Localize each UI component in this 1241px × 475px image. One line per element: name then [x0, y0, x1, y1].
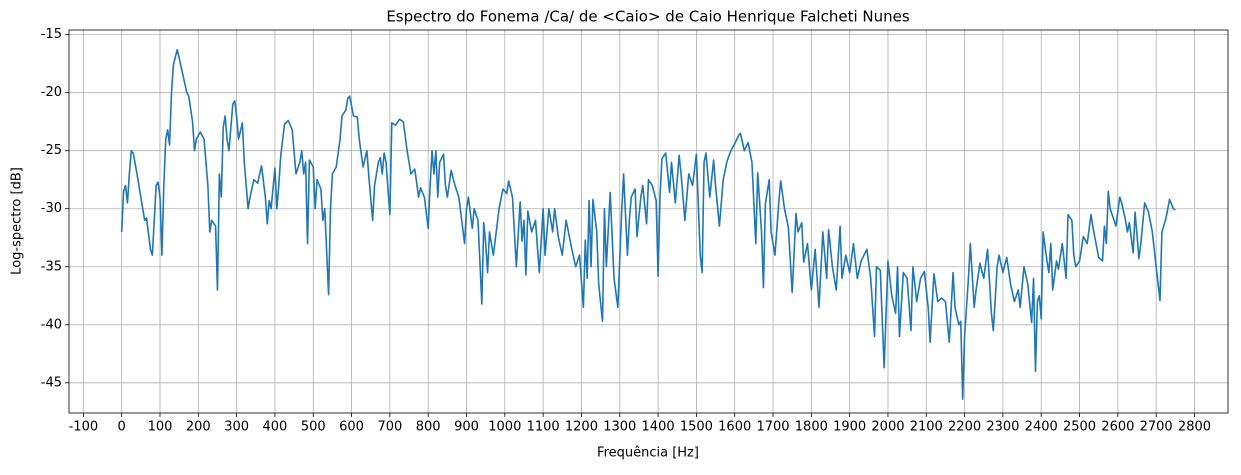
x-tick-label: 500	[301, 420, 326, 435]
x-tick-label: 700	[377, 420, 402, 435]
x-tick-label: 200	[186, 420, 211, 435]
x-tick-label: -100	[69, 420, 99, 435]
line-series	[120, 48, 1176, 400]
x-tick-label: 400	[263, 420, 288, 435]
y-tick-label: -15	[41, 27, 62, 42]
chart-title: Espectro do Fonema /Ca/ de <Caio> de Cai…	[386, 8, 910, 26]
y-tick-label: -20	[41, 85, 62, 100]
x-tick-label: 300	[224, 420, 249, 435]
plot-frame	[68, 29, 1229, 414]
x-tick-label: 2500	[1063, 420, 1096, 435]
x-tick-label: 0	[118, 420, 126, 435]
x-tick-label: 2100	[910, 420, 943, 435]
x-tick-label: 800	[416, 420, 441, 435]
y-axis-label: Log-spectro [dB]	[10, 167, 25, 275]
x-tick-label: 1500	[680, 420, 713, 435]
x-tick-label: 2600	[1101, 420, 1134, 435]
x-tick-label: 1600	[718, 420, 751, 435]
x-tick-label: 1000	[488, 420, 521, 435]
x-tick-label: 100	[148, 420, 173, 435]
x-tick-label: 1200	[565, 420, 598, 435]
x-tick-label: 900	[454, 420, 479, 435]
y-tick-label: -25	[41, 143, 62, 158]
x-tick-label: 1300	[603, 420, 636, 435]
y-tick-label: -40	[41, 317, 62, 332]
x-tick-label: 1900	[833, 420, 866, 435]
x-tick-label: 1400	[642, 420, 675, 435]
x-tick-label: 1800	[795, 420, 828, 435]
x-tick-label: 600	[339, 420, 364, 435]
x-axis-label: Frequência [Hz]	[597, 446, 699, 461]
y-tick-label: -45	[41, 375, 62, 390]
y-tick-label: -35	[41, 259, 62, 274]
x-tick-label: 2000	[871, 420, 904, 435]
y-tick-label: -30	[41, 201, 62, 216]
x-tick-label: 2700	[1140, 420, 1173, 435]
x-tick-label: 1100	[527, 420, 560, 435]
x-tick-label: 2200	[948, 420, 981, 435]
x-tick-label: 1700	[756, 420, 789, 435]
x-tick-label: 2400	[1025, 420, 1058, 435]
x-tick-label: 2300	[986, 420, 1019, 435]
x-tick-label: 2800	[1178, 420, 1211, 435]
